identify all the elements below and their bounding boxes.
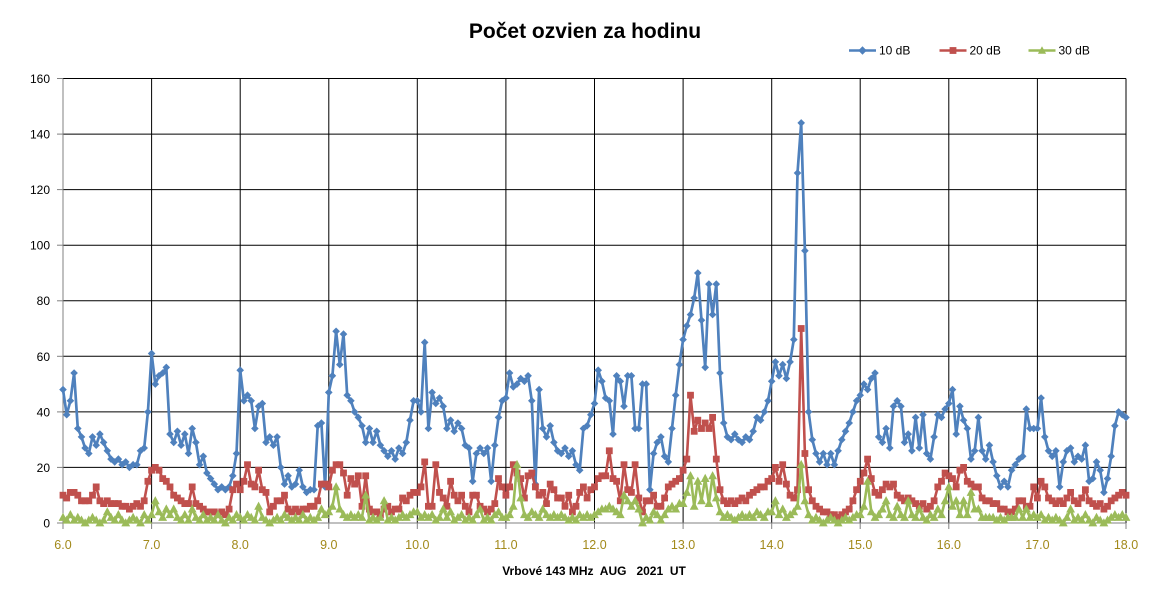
svg-text:12.0: 12.0 bbox=[582, 538, 606, 552]
svg-text:10.0: 10.0 bbox=[405, 538, 429, 552]
svg-text:30 dB: 30 dB bbox=[1059, 44, 1090, 58]
svg-text:40: 40 bbox=[37, 405, 51, 419]
svg-text:100: 100 bbox=[30, 239, 50, 253]
svg-text:13.0: 13.0 bbox=[671, 538, 695, 552]
svg-text:16.0: 16.0 bbox=[937, 538, 961, 552]
svg-text:9.0: 9.0 bbox=[320, 538, 337, 552]
svg-text:120: 120 bbox=[30, 183, 50, 197]
svg-text:0: 0 bbox=[43, 517, 50, 531]
svg-text:140: 140 bbox=[30, 128, 50, 142]
svg-text:10 dB: 10 dB bbox=[879, 44, 910, 58]
svg-text:Vrbové 143 MHz AUG 2021 UT: Vrbové 143 MHz AUG 2021 UT bbox=[502, 564, 686, 578]
svg-text:8.0: 8.0 bbox=[232, 538, 249, 552]
svg-text:15.0: 15.0 bbox=[848, 538, 872, 552]
svg-text:20: 20 bbox=[37, 461, 51, 475]
svg-text:17.0: 17.0 bbox=[1025, 538, 1049, 552]
svg-text:60: 60 bbox=[37, 350, 51, 364]
svg-text:Počet ozvien za hodinu: Počet ozvien za hodinu bbox=[469, 20, 701, 43]
svg-text:80: 80 bbox=[37, 294, 51, 308]
svg-text:160: 160 bbox=[30, 72, 50, 86]
svg-text:6.0: 6.0 bbox=[54, 538, 71, 552]
svg-text:11.0: 11.0 bbox=[494, 538, 517, 552]
svg-text:18.0: 18.0 bbox=[1114, 538, 1138, 552]
svg-text:14.0: 14.0 bbox=[760, 538, 784, 552]
svg-text:20 dB: 20 dB bbox=[970, 44, 1001, 58]
svg-text:7.0: 7.0 bbox=[143, 538, 160, 552]
